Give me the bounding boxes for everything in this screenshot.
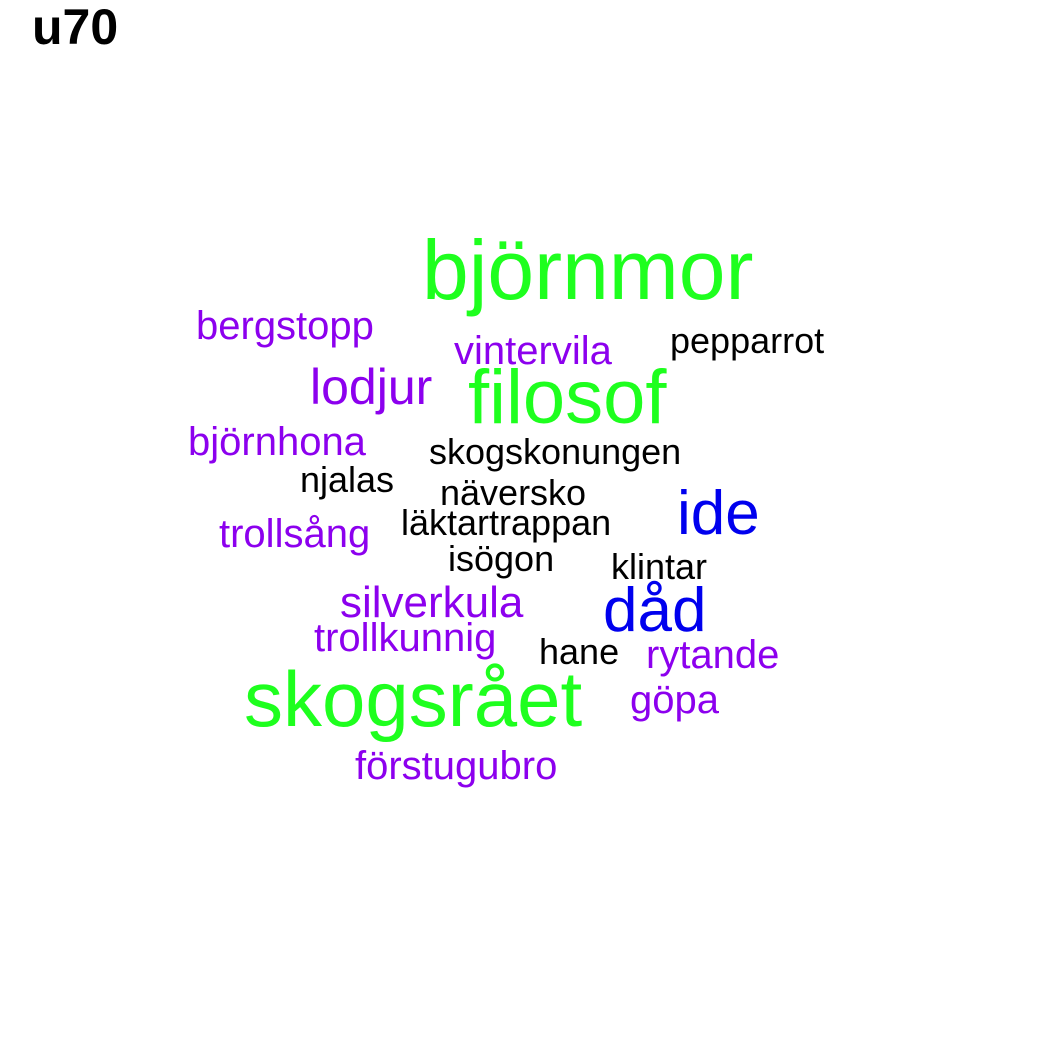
cloud-word: trollkunnig — [314, 616, 497, 660]
cloud-word: näversko — [440, 472, 587, 513]
cloud-word: björnhona — [188, 420, 366, 464]
cloud-word: bergstopp — [196, 304, 374, 348]
cloud-word: silverkula — [340, 578, 524, 627]
cloud-word: pepparrot — [670, 320, 825, 361]
cloud-word: klintar — [611, 546, 708, 587]
cloud-word: ide — [677, 479, 760, 548]
cloud-word: dåd — [603, 576, 707, 645]
cloud-word: förstugubro — [355, 744, 558, 788]
cloud-word: trollsång — [219, 512, 371, 556]
page-title: u70 — [32, 0, 119, 55]
cloud-word: hane — [539, 631, 620, 672]
cloud-word: rytande — [646, 633, 780, 677]
cloud-word: isögon — [448, 538, 555, 579]
cloud-word: njalas — [300, 459, 395, 500]
cloud-word: skogskonungen — [429, 431, 682, 472]
cloud-word: läktartrappan — [401, 502, 612, 543]
cloud-word: skogsrået — [244, 655, 583, 743]
cloud-word: göpa — [630, 678, 719, 722]
cloud-word: björnmor — [422, 223, 754, 317]
cloud-word: filosof — [468, 355, 667, 440]
cloud-word: vintervila — [454, 329, 612, 373]
cloud-word: lodjur — [310, 359, 433, 415]
